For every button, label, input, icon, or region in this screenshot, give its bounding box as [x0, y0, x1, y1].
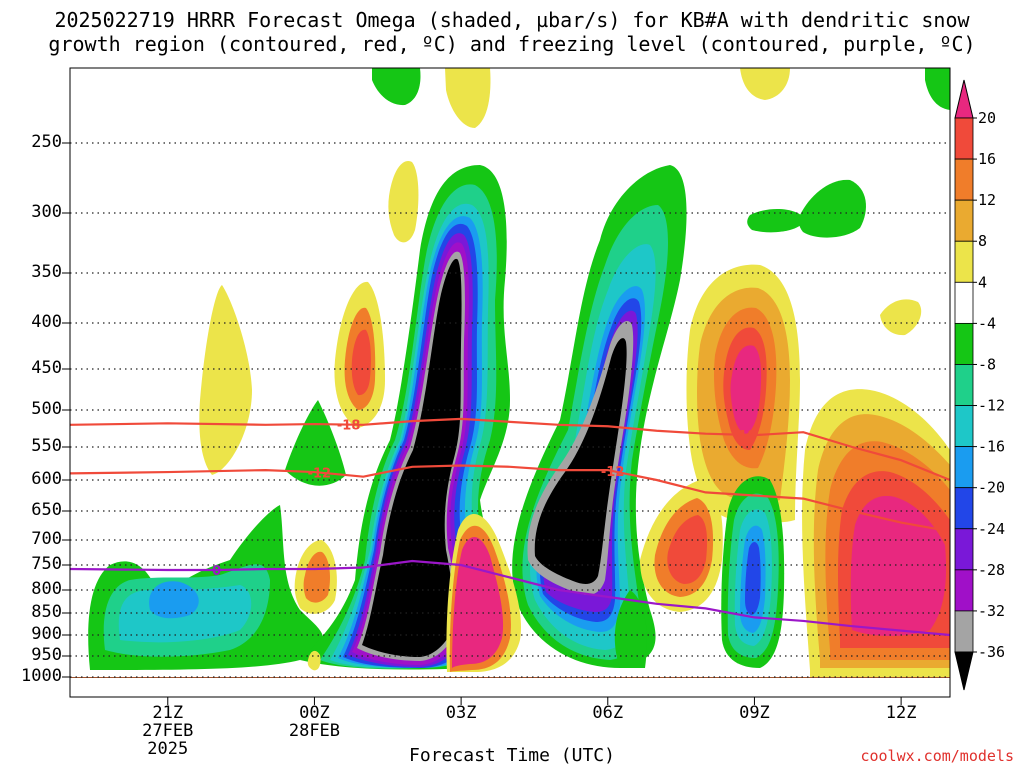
- omega-blob-top-right-green: [925, 68, 950, 110]
- isotherm-minus18: [69, 417, 951, 482]
- colorbar-label-9: -20: [978, 479, 1005, 497]
- colorbar-label-10: -24: [978, 520, 1005, 538]
- colorbar-swatch-5: [954, 281, 974, 324]
- x-tick-label-03Z: 03Z: [445, 703, 477, 723]
- colorbar-label-3: 8: [978, 232, 987, 250]
- omega-blob-low-yellow-left: [307, 650, 321, 671]
- x-axis-ticks: [167, 697, 902, 705]
- y-tick-label-950: 950: [31, 645, 62, 665]
- omega-second-black: [534, 338, 627, 584]
- colorbar-bottom-arrow: [954, 651, 974, 691]
- omega-shading: [70, 68, 950, 678]
- colorbar-swatch-9: [954, 446, 974, 489]
- y-tick-label-850: 850: [31, 602, 62, 622]
- isotherm-minus12-label-0: -12: [308, 467, 332, 482]
- x-axis-title: Forecast Time (UTC): [409, 745, 615, 766]
- omega-blob-top-right-yellow: [740, 68, 790, 100]
- isotherm-minus12: [69, 464, 951, 533]
- colorbar-label-1: 16: [978, 150, 996, 168]
- y-tick-label-450: 450: [31, 358, 62, 378]
- omega-right-pink: [850, 495, 947, 636]
- omega-blob-06z-lowright-green: [614, 590, 647, 668]
- omega-08z-red: [667, 515, 708, 584]
- omega-blob-top-yellow: [445, 68, 491, 128]
- isotherm-minus18-label-0: -18: [337, 419, 361, 434]
- y-tick-label-500: 500: [31, 399, 62, 419]
- x-tick-label-21Z: 21Z 27FEB 2025: [142, 703, 194, 759]
- colorbar-swatch-10: [954, 487, 974, 530]
- colorbar-label-8: -16: [978, 438, 1005, 456]
- omega-blob-00z-red: [351, 329, 371, 396]
- colorbar-label-12: -32: [978, 602, 1005, 620]
- ground-strip: [70, 677, 950, 678]
- y-tick-label-400: 400: [31, 312, 62, 332]
- freezing-level-0: [69, 559, 951, 637]
- colorbar-label-2: 12: [978, 191, 996, 209]
- omega-blob-23z-green: [285, 400, 346, 486]
- isotherm-minus18-label-1: -18: [733, 429, 757, 444]
- colorbar-swatch-3: [954, 199, 974, 242]
- chart-title-line-1: 2025022719 HRRR Forecast Omega (shaded, …: [54, 8, 970, 32]
- y-tick-label-550: 550: [31, 436, 62, 456]
- omega-blob-21z-yellow: [199, 285, 252, 475]
- omega-09z-upper-pink: [730, 345, 762, 434]
- colorbar-top-arrow: [954, 79, 974, 119]
- x-tick-label-09Z: 09Z: [739, 703, 770, 723]
- colorbar-swatch-12: [954, 569, 974, 612]
- colorbar-swatch-8: [954, 405, 974, 448]
- isotherm-minus12-label-1: -12: [601, 465, 625, 480]
- colorbar-swatch-7: [954, 364, 974, 406]
- x-tick-label-12Z: 12Z: [885, 703, 917, 723]
- omega-blob-top-green: [372, 68, 421, 106]
- y-tick-label-750: 750: [31, 554, 62, 574]
- colorbar-label-11: -28: [978, 561, 1005, 579]
- omega-blob-12z-yellow: [880, 299, 922, 336]
- plot-frame: [69, 67, 951, 698]
- pressure-gridlines: [62, 142, 950, 678]
- colorbar-swatch-6: [954, 322, 974, 365]
- colorbar-swatch-1: [954, 117, 974, 160]
- source-credit: coolwx.com/models: [860, 747, 1014, 765]
- colorbar-label-7: -12: [978, 397, 1005, 415]
- y-tick-label-1000: 1000: [21, 666, 62, 686]
- omega-main-black: [362, 258, 462, 657]
- omega-blob-09z-green: [747, 208, 805, 233]
- x-tick-label-00Z: 00Z 28FEB: [288, 703, 341, 741]
- colorbar-label-13: -36: [978, 643, 1005, 661]
- y-tick-label-600: 600: [31, 469, 62, 489]
- y-tick-label-300: 300: [31, 202, 62, 222]
- x-tick-label-06Z: 06Z: [592, 703, 624, 723]
- colorbar-label-4: 4: [978, 273, 987, 291]
- colorbar-label-0: 20: [978, 109, 996, 127]
- colorbar-swatch-4: [954, 240, 974, 283]
- y-tick-label-800: 800: [31, 579, 62, 599]
- y-tick-label-350: 350: [31, 262, 62, 282]
- colorbar-swatch-13: [954, 610, 974, 653]
- omega-09z-lower-dkblue: [745, 542, 761, 615]
- colorbar: 20 16 12 8 4 -4 -8 -12 -16 -20 -24 -28 -32 -36: [954, 79, 1005, 691]
- y-tick-label-900: 900: [31, 624, 62, 644]
- isotherm-contours: -18 -18 -12 -12 0: [69, 417, 951, 637]
- colorbar-swatch-2: [954, 158, 974, 201]
- omega-blob-11z-green: [798, 179, 866, 238]
- freezing-level-0-label-0: 0: [212, 564, 221, 579]
- colorbar-swatch-11: [954, 528, 974, 571]
- omega-pink-lower-03z-core: [452, 537, 504, 668]
- y-tick-label-700: 700: [31, 529, 62, 549]
- colorbar-label-5: -4: [978, 314, 996, 332]
- colorbar-label-6: -8: [978, 355, 996, 373]
- omega-blob-upper-yellow: [388, 160, 419, 243]
- y-tick-label-650: 650: [31, 500, 62, 520]
- chart-title-line-2: growth region (contoured, red, ºC) and f…: [48, 32, 976, 56]
- y-tick-label-250: 250: [31, 132, 62, 152]
